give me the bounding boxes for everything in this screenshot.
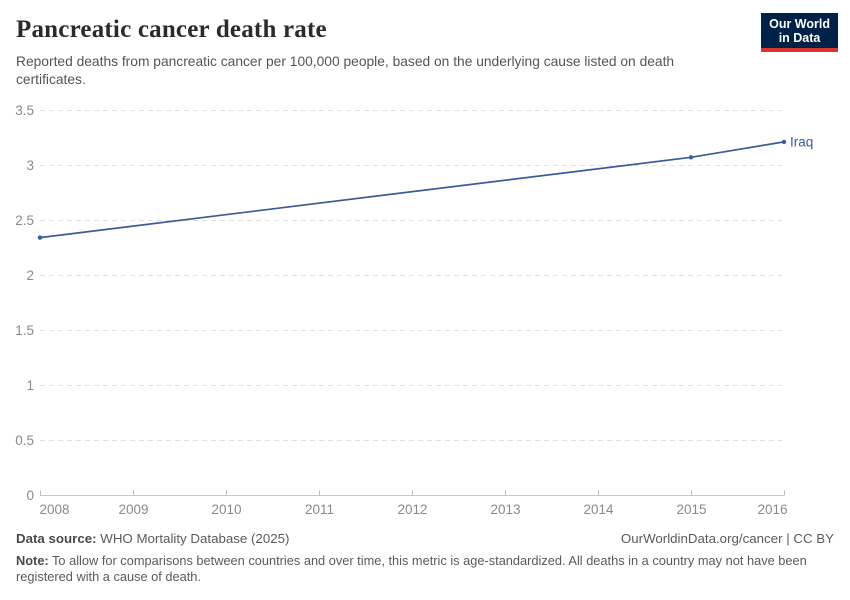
y-tick-label: 3.5 (15, 103, 34, 118)
y-tick-label: 0.5 (15, 433, 34, 448)
data-point-marker (37, 235, 43, 240)
owid-logo-line1: Our World (769, 17, 830, 31)
series-end-label: Iraq (790, 134, 813, 149)
x-tick-label: 2010 (211, 502, 241, 517)
y-tick-label: 2 (26, 268, 34, 283)
owid-logo-line2: in Data (778, 31, 821, 45)
attribution-link[interactable]: OurWorldinData.org/cancer | CC BY (620, 531, 834, 546)
chart-header: Pancreatic cancer death rate Reported de… (16, 15, 834, 88)
page-title: Pancreatic cancer death rate (16, 16, 327, 43)
x-tick-label: 2013 (490, 502, 520, 517)
y-tick-label: 3 (26, 158, 34, 173)
data-source-label: Data source: (16, 531, 97, 546)
footnote-text: To allow for comparisons between countri… (16, 553, 807, 584)
footnote: Note: To allow for comparisons between c… (16, 553, 834, 584)
y-tick-label: 1.5 (15, 323, 34, 338)
owid-logo: Our World in Data (761, 13, 838, 52)
x-tick-label: 2008 (40, 502, 70, 517)
x-tick-label: 2016 (757, 502, 787, 517)
data-point-marker (688, 155, 694, 160)
data-point-marker (781, 139, 787, 145)
line-chart: 0 0.5 1 1.5 2 2.5 3 3.5 2008 2009 2010 2011 2012 2013… (15, 103, 813, 517)
y-tick-label: 1 (26, 378, 34, 393)
chart-subtitle: Reported deaths from pancreatic cancer p… (16, 54, 675, 87)
x-tick-label: 2012 (397, 502, 427, 517)
x-tick-label: 2015 (676, 502, 706, 517)
x-tick-label: 2009 (118, 502, 148, 517)
y-tick-label: 0 (26, 488, 34, 503)
x-tick-label: 2014 (583, 502, 614, 517)
footnote-label: Note: (16, 553, 49, 568)
chart-footer: Data source: WHO Mortality Database (202… (16, 531, 834, 584)
data-source-value: WHO Mortality Database (2025) (100, 531, 290, 546)
source-row: Data source: WHO Mortality Database (202… (16, 531, 834, 547)
trend-line (39, 141, 785, 239)
y-tick-label: 2.5 (15, 213, 34, 228)
x-tick-label: 2011 (305, 502, 334, 517)
